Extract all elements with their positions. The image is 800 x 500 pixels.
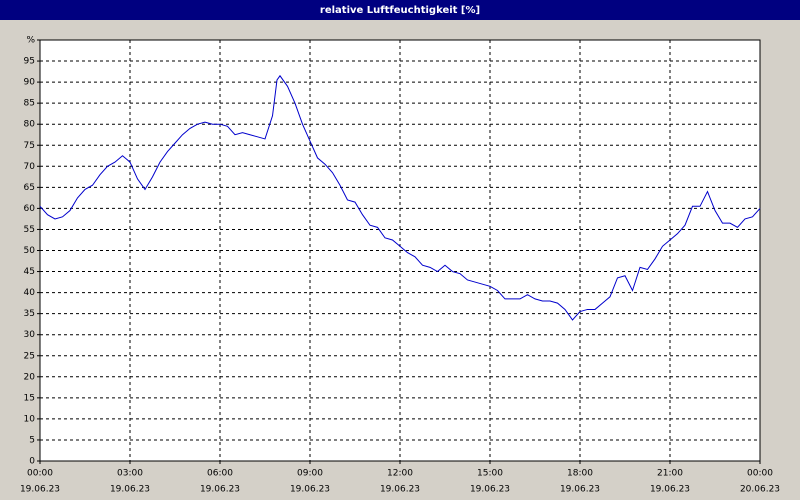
x-tick-label: 19.06.23 (290, 485, 330, 495)
x-tick-label: 12:00 (387, 469, 413, 479)
x-tick-label: 19.06.23 (650, 485, 690, 495)
y-tick-label: 95 (24, 57, 35, 67)
x-tick-label: 19.06.23 (470, 485, 510, 495)
x-tick-label: 19.06.23 (200, 485, 240, 495)
y-tick-label: 80 (24, 120, 36, 130)
x-tick-label: 00:00 (747, 469, 773, 479)
y-tick-label: 65 (24, 183, 35, 193)
plot-border (39, 39, 761, 462)
y-tick-label: 55 (24, 225, 35, 235)
y-tick-label: 45 (24, 267, 35, 277)
x-tick-label: 19.06.23 (560, 485, 600, 495)
y-tick-label: 50 (24, 246, 36, 256)
x-tick-label: 03:00 (117, 469, 143, 479)
y-tick-label: 30 (24, 330, 36, 340)
x-tick-label: 18:00 (567, 469, 593, 479)
y-tick-label: 0 (29, 457, 35, 467)
chart-title: relative Luftfeuchtigkeit [%] (320, 5, 480, 16)
y-tick-label: 75 (24, 141, 35, 151)
y-tick-label: 15 (24, 393, 35, 403)
x-tick-label: 19.06.23 (110, 485, 150, 495)
title-bar (0, 0, 800, 20)
y-tick-label: 70 (24, 162, 36, 172)
x-tick-label: 20.06.23 (740, 485, 780, 495)
x-tick-label: 21:00 (657, 469, 683, 479)
x-tick-label: 00:00 (27, 469, 53, 479)
y-tick-label: 85 (24, 99, 35, 109)
data-line (39, 74, 761, 321)
x-tick-label: 09:00 (297, 469, 323, 479)
y-tick-label: 35 (24, 309, 35, 319)
x-tick-label: 06:00 (207, 469, 233, 479)
y-tick-label: 90 (24, 78, 36, 88)
y-tick-label: 5 (29, 435, 35, 445)
y-tick-label: 20 (24, 372, 36, 382)
y-tick-label: 40 (24, 288, 36, 298)
x-tick-label: 15:00 (477, 469, 503, 479)
x-tick-label: 19.06.23 (20, 485, 60, 495)
y-tick-label: 10 (24, 414, 36, 424)
y-tick-label: % (26, 36, 35, 46)
y-tick-label: 25 (24, 351, 35, 361)
x-tick-label: 19.06.23 (380, 485, 420, 495)
y-tick-label: 60 (24, 204, 36, 214)
